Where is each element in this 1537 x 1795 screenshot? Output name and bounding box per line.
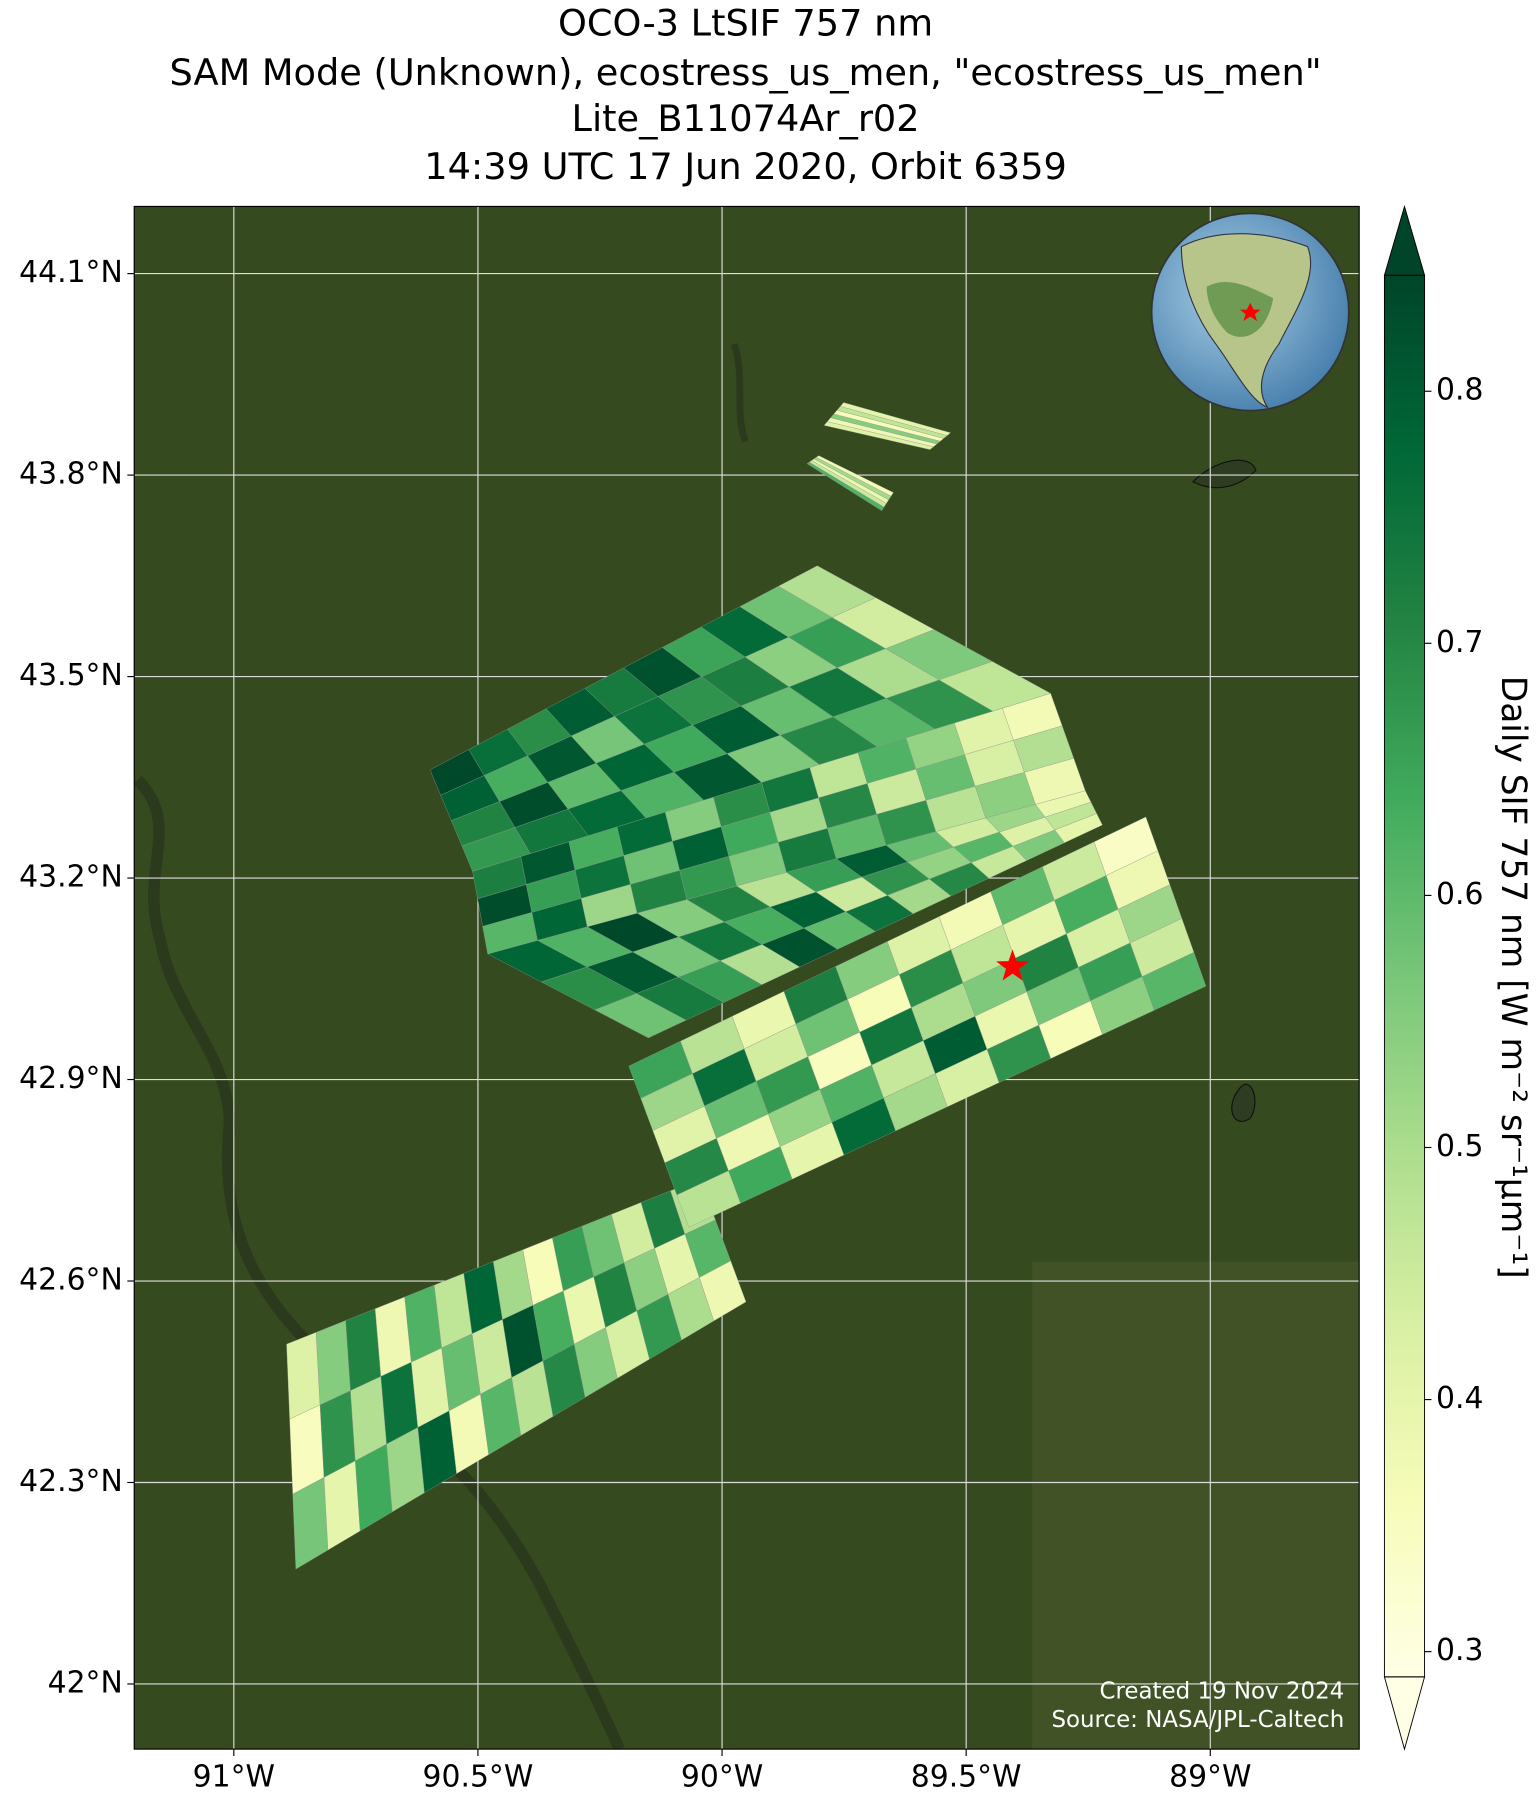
map-frame	[133, 205, 1360, 1750]
farmland	[1032, 1261, 1360, 1750]
sif-cell	[1054, 813, 1103, 843]
site-marker	[996, 949, 1029, 981]
globe-inset	[1150, 212, 1350, 412]
colorbar: 0.3 0.4 0.5 0.6 0.7 0.8	[1383, 204, 1483, 1751]
colorbar-extend-max	[1383, 204, 1426, 276]
sif-cell	[286, 1332, 321, 1420]
annotation: Created 19 Nov 2024	[1099, 1678, 1344, 1704]
title-line: SAM Mode (Unknown), ecostress_us_men, "e…	[170, 51, 1322, 94]
y-tick-label: 43.5°N	[19, 658, 123, 693]
y-tick-label: 43.2°N	[19, 860, 123, 895]
x-tick-label: 90°W	[681, 1759, 763, 1794]
x-tick-label: 91°W	[193, 1759, 275, 1794]
sif-cell	[699, 1260, 747, 1322]
y-tick-label: 42.9°N	[19, 1061, 123, 1096]
river	[730, 343, 749, 443]
y-tick-label: 42.6°N	[19, 1263, 123, 1298]
overlay	[996, 949, 1029, 981]
globe-star	[1239, 302, 1261, 322]
y-tick-label: 42°N	[48, 1665, 123, 1700]
title-line: 14:39 UTC 17 Jun 2020, Orbit 6359	[424, 145, 1067, 188]
colorbar-label: Daily SIF 757 nm [W m⁻² sr⁻¹μm⁻¹]	[1493, 676, 1533, 1279]
x-tick-label: 90.5°W	[423, 1759, 534, 1794]
colorbar-extend-min	[1383, 1676, 1426, 1751]
colorbar-tick-label: 0.8	[1436, 373, 1483, 408]
colorbar-tick-label: 0.3	[1436, 1633, 1483, 1668]
colorbar-tick-label: 0.4	[1436, 1381, 1483, 1416]
lake	[1191, 459, 1257, 489]
continent-green	[1206, 281, 1274, 337]
sif-cell	[345, 1308, 382, 1391]
title-line: Lite_B11074Ar_r02	[572, 97, 920, 140]
sif-cell	[840, 402, 951, 436]
x-tick-label: 89°W	[1169, 1759, 1251, 1794]
title-line: OCO-3 LtSIF 757 nm	[558, 2, 933, 45]
colorbar-gradient	[1384, 275, 1425, 1677]
sif-cell	[1141, 952, 1207, 1011]
colorbar-frame	[1383, 274, 1426, 1678]
sif-cell	[938, 661, 1052, 712]
y-tick-label: 42.3°N	[19, 1464, 123, 1499]
colorbar-tick-label: 0.6	[1436, 877, 1483, 912]
sif-cell	[1024, 758, 1086, 805]
lake	[1231, 1083, 1256, 1122]
title: OCO-3 LtSIF 757 nm SAM Mode (Unknown), e…	[170, 2, 1322, 188]
y-tick-label: 44.1°N	[19, 255, 123, 290]
annotation: Source: NASA/JPL-Caltech	[1051, 1707, 1344, 1733]
swaths	[286, 402, 1207, 1570]
y-tick-label: 43.8°N	[19, 457, 123, 492]
sif-cell	[816, 455, 894, 497]
colorbar-tick-label: 0.5	[1436, 1129, 1483, 1164]
colorbar-tick-label: 0.7	[1436, 625, 1483, 660]
x-tick-label: 89.5°W	[911, 1759, 1022, 1794]
sif-cell	[315, 1320, 351, 1406]
